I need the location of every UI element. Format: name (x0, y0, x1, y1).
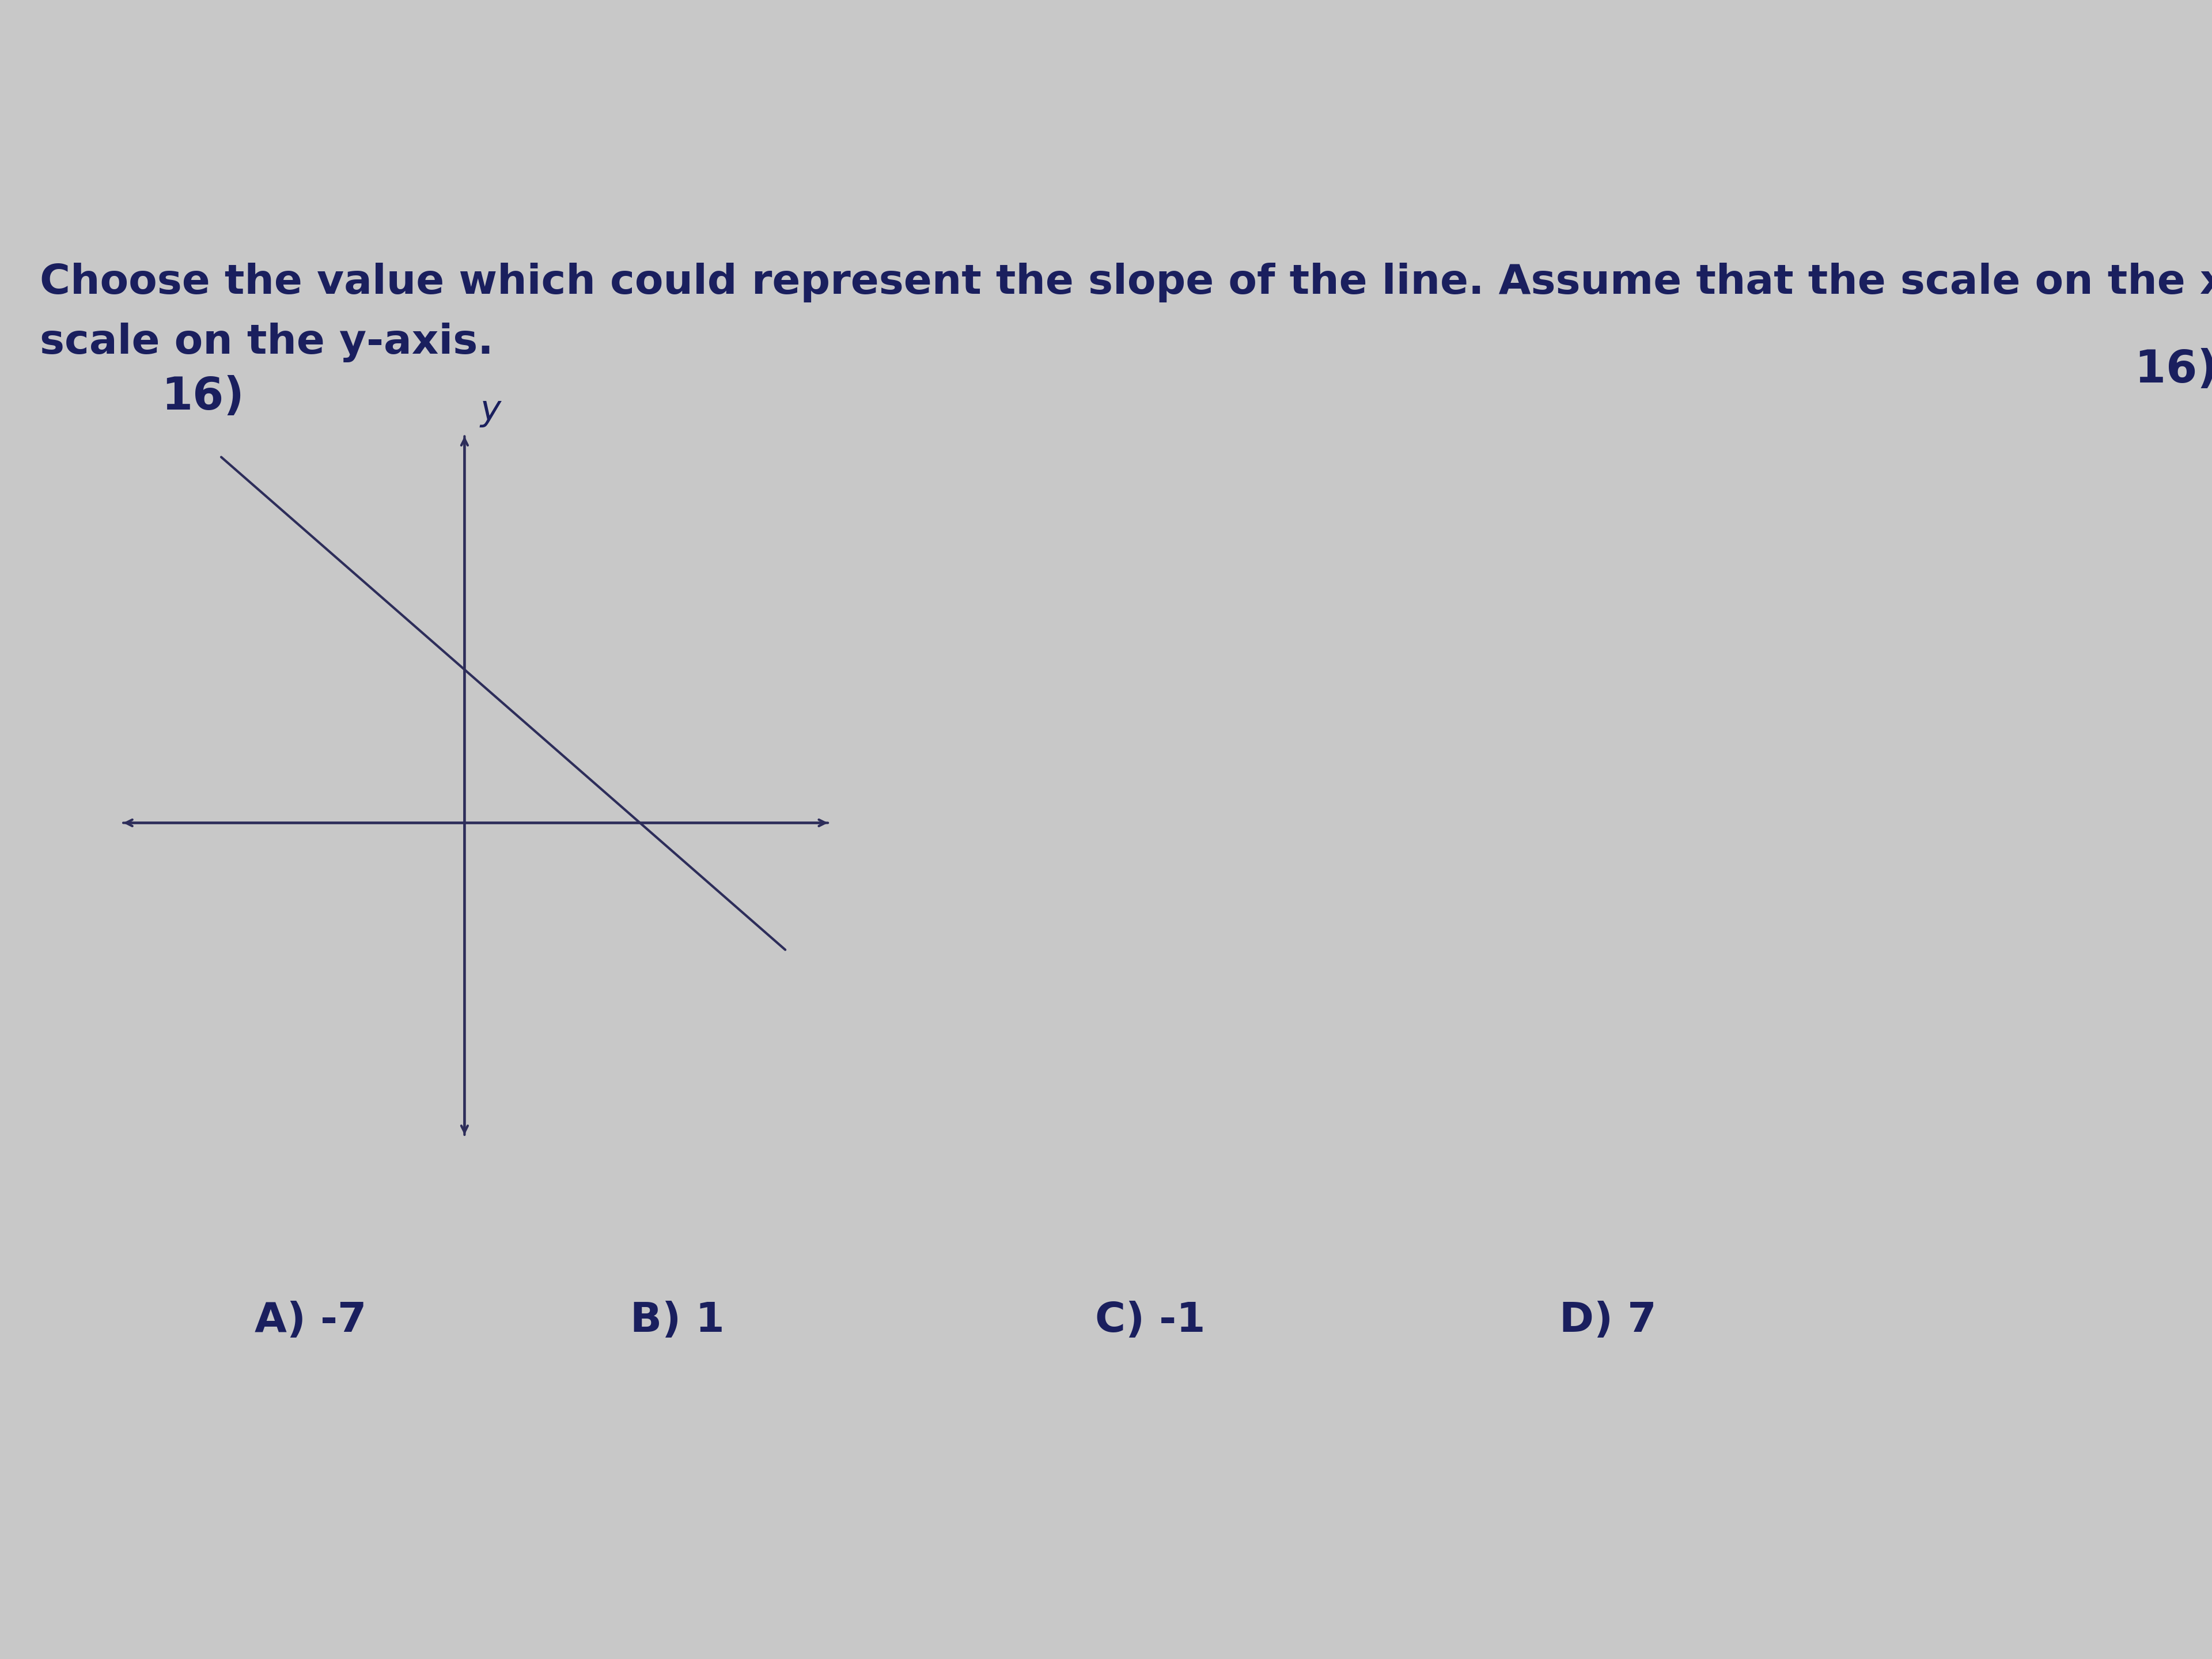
Text: scale on the y-axis.: scale on the y-axis. (40, 322, 493, 362)
Text: A) -7: A) -7 (254, 1301, 367, 1340)
Text: 16)  _: 16) _ (2135, 348, 2212, 393)
Text: C) -1: C) -1 (1095, 1301, 1206, 1340)
Text: D) 7: D) 7 (1559, 1301, 1657, 1340)
Text: Choose the value which could represent the slope of the line. Assume that the sc: Choose the value which could represent t… (40, 262, 2212, 302)
Text: y: y (480, 393, 500, 426)
Text: 16): 16) (161, 375, 243, 418)
Text: B) 1: B) 1 (630, 1301, 726, 1340)
